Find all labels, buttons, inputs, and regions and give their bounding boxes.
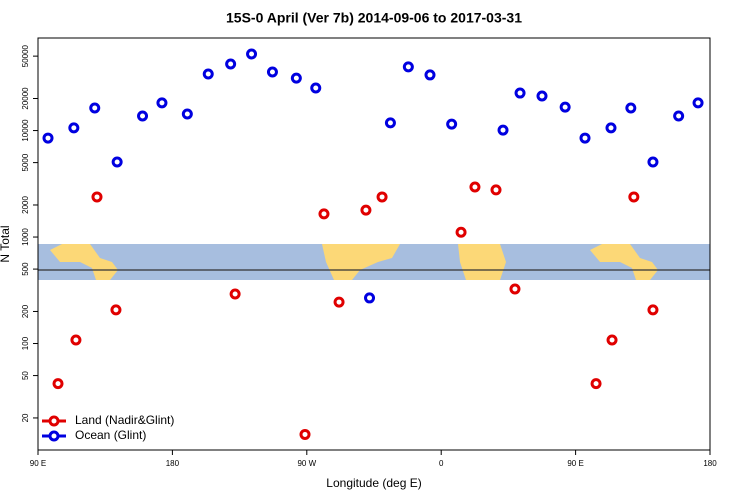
y-tick-label: 20 [21, 413, 30, 422]
x-tick-label: 180 [703, 459, 717, 468]
x-tick-label: 90 W [297, 459, 316, 468]
point [229, 288, 241, 300]
y-axis-label: N Total [0, 225, 12, 262]
point [110, 304, 122, 316]
point [111, 156, 123, 168]
point [625, 102, 637, 114]
point [310, 82, 322, 94]
y-tick-label: 50000 [21, 44, 30, 67]
y-tick-label: 100 [21, 336, 30, 350]
point [42, 132, 54, 144]
point [318, 208, 330, 220]
point [52, 378, 64, 390]
y-tick-label: 5000 [21, 153, 30, 171]
x-tick-label: 90 E [30, 459, 46, 468]
x-tick-label: 180 [166, 459, 180, 468]
point [673, 110, 685, 122]
legend-label: Ocean (Glint) [75, 428, 146, 442]
point [692, 97, 704, 109]
point [290, 72, 302, 84]
point [606, 334, 618, 346]
point [647, 304, 659, 316]
x-tick-label: 0 [439, 459, 444, 468]
point [628, 191, 640, 203]
point [490, 184, 502, 196]
point [299, 428, 311, 440]
plot-frame [37, 37, 711, 451]
point [376, 191, 388, 203]
point [246, 48, 258, 60]
point [70, 334, 82, 346]
y-tick-label: 200 [21, 304, 30, 318]
point [559, 101, 571, 113]
point [455, 226, 467, 238]
point [469, 181, 481, 193]
x-axis-label: Longitude (deg E) [326, 476, 421, 490]
point [402, 61, 414, 73]
x-tick-label: 90 E [567, 459, 583, 468]
point [536, 90, 548, 102]
legend-label: Land (Nadir&Glint) [75, 413, 174, 427]
point [647, 156, 659, 168]
y-tick-label: 2000 [21, 196, 30, 214]
map-strip [38, 244, 710, 280]
point [225, 58, 237, 70]
point [605, 122, 617, 134]
point [333, 296, 345, 308]
point [509, 283, 521, 295]
y-tick-label: 1000 [21, 228, 30, 246]
legend-marker [48, 430, 60, 442]
y-tick-label: 20000 [21, 87, 30, 110]
point [579, 132, 591, 144]
point [360, 204, 372, 216]
chart-title: 15S-0 April (Ver 7b) 2014-09-06 to 2017-… [226, 10, 522, 26]
point [137, 110, 149, 122]
point [91, 191, 103, 203]
point [181, 108, 193, 120]
point [266, 66, 278, 78]
point [89, 102, 101, 114]
legend-marker [48, 415, 60, 427]
y-tick-label: 10000 [21, 119, 30, 142]
point [446, 118, 458, 130]
point [384, 117, 396, 129]
point [590, 378, 602, 390]
point [68, 122, 80, 134]
point [156, 97, 168, 109]
y-tick-label: 500 [21, 262, 30, 276]
point [424, 69, 436, 81]
y-tick-label: 50 [21, 371, 30, 380]
point [497, 124, 509, 136]
point [202, 68, 214, 80]
point [364, 292, 376, 304]
point [514, 87, 526, 99]
